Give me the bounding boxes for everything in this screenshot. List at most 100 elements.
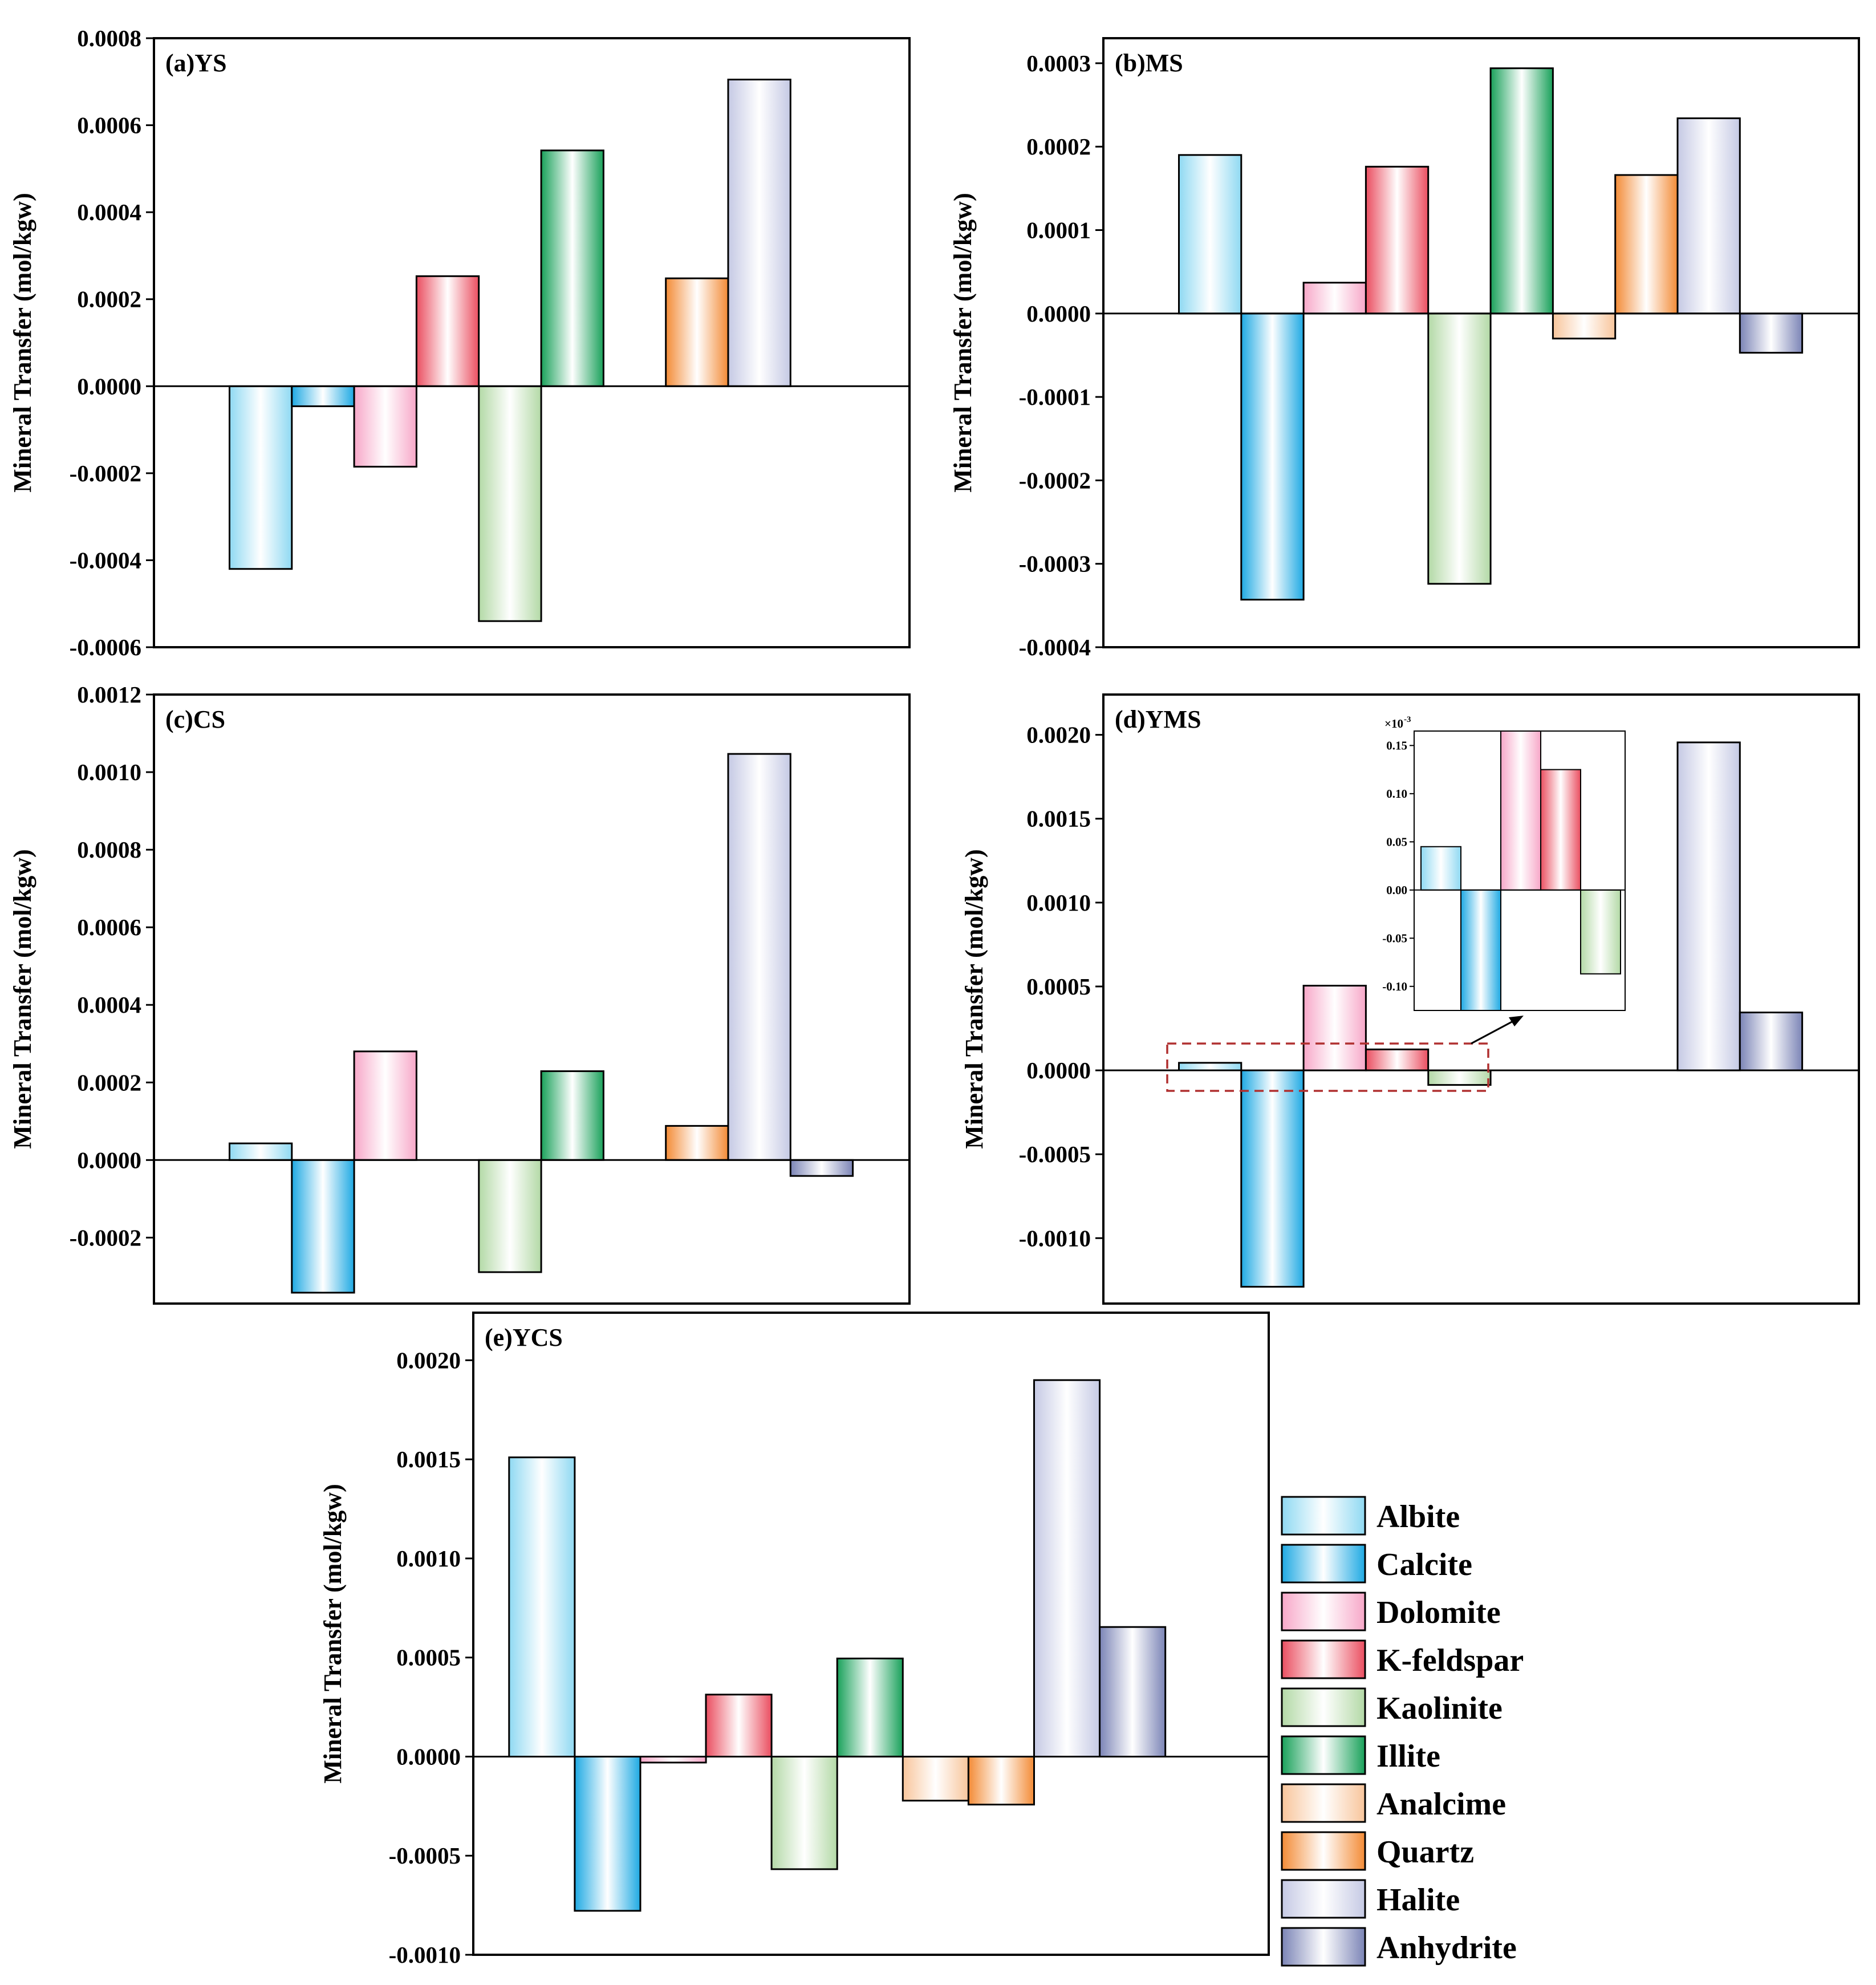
inset-bar-kaolinite [1580, 889, 1621, 975]
legend-swatch [1281, 1783, 1366, 1823]
bar-anhydrite [1739, 312, 1804, 354]
bar-quartz [665, 277, 729, 387]
bar-halite [1033, 1379, 1101, 1757]
inset-y-tick-label: -0.10 [1382, 980, 1407, 993]
bar-k-feldspar [705, 1694, 773, 1757]
y-axis-label: Mineral Transfer (mol/kgw) [9, 193, 36, 493]
y-tick-label: 0.0000 [1026, 1057, 1091, 1083]
bar-k-feldspar [1365, 1048, 1430, 1071]
y-tick-label: -0.0002 [70, 460, 141, 486]
inset-y-tick-label: 0.10 [1386, 787, 1407, 801]
bar-k-feldspar [415, 275, 480, 387]
legend-label: Quartz [1376, 1834, 1474, 1870]
y-tick-label: 0.0000 [1026, 301, 1091, 327]
bar-halite [727, 79, 791, 387]
y-tick-label: 0.0015 [396, 1446, 461, 1472]
y-tick-label: 0.0002 [1026, 133, 1091, 160]
y-tick-label: -0.0001 [1019, 384, 1091, 410]
y-tick-label: 0.0010 [77, 759, 141, 785]
zoom-arrow-line [1471, 1020, 1514, 1045]
y-tick-label: -0.0004 [1019, 634, 1091, 660]
y-tick-label: 0.0008 [77, 25, 141, 51]
y-tick-label: -0.0006 [70, 634, 141, 660]
inset-chart: -0.10 -0.05 0.00 0.05 0.10 0.15 ×10 -3 [1382, 715, 1626, 1011]
y-tick-label: 0.0005 [396, 1645, 461, 1671]
panel-title: (b)MS [1115, 49, 1183, 77]
y-tick-label: 0.0002 [77, 1069, 141, 1095]
legend-label: Halite [1376, 1882, 1460, 1918]
legend-item-albite: Albite [1281, 1496, 1460, 1536]
bar-halite [727, 753, 791, 1161]
legend-swatch [1281, 1592, 1366, 1631]
legend-swatch [1281, 1496, 1366, 1536]
legend-swatch [1281, 1879, 1366, 1919]
y-tick-label: 0.0006 [77, 914, 141, 940]
bar-k-feldspar [1365, 165, 1430, 315]
legend: Albite Calcite Dolomite K-feldspar Kaolinite… [1281, 1496, 1524, 1967]
bar-anhydrite [789, 1159, 854, 1177]
y-tick-label: 0.0008 [77, 837, 141, 863]
bar-kaolinite [478, 1159, 542, 1273]
y-tick-label: 0.0003 [1026, 50, 1091, 76]
y-axis-label: Mineral Transfer (mol/kgw) [949, 193, 977, 493]
y-tick-label: -0.0010 [1019, 1225, 1091, 1251]
legend-label: Kaolinite [1376, 1691, 1503, 1726]
bar-dolomite [639, 1756, 707, 1764]
bar-illite [540, 1070, 604, 1161]
y-tick-label: 0.0010 [396, 1545, 461, 1572]
bar-calcite [1240, 312, 1305, 601]
inset-y-tick-label: 0.15 [1386, 738, 1407, 752]
bar-albite [508, 1456, 576, 1757]
inset-bar-dolomite [1500, 731, 1541, 891]
legend-label: Analcime [1376, 1787, 1506, 1822]
y-tick-label: 0.0006 [77, 112, 141, 139]
legend-label: Illite [1376, 1739, 1440, 1774]
bar-kaolinite [1427, 312, 1492, 585]
y-tick-label: 0.0010 [1026, 890, 1091, 916]
legend-label: K-feldspar [1376, 1643, 1524, 1678]
inset-bar-albite [1420, 846, 1461, 891]
panel-c-cs: -0.0002 0.0000 0.0002 0.0004 0.0006 0.0008 0.0… [9, 681, 911, 1305]
inset-bars [1420, 731, 1621, 1010]
y-tick-label: -0.0005 [389, 1842, 461, 1869]
plot-frame [1102, 37, 1860, 648]
bar-illite [540, 149, 604, 387]
y-tick-label: 0.0012 [77, 681, 141, 708]
bar-calcite [1240, 1069, 1305, 1288]
legend-item-anhydrite: Anhydrite [1281, 1927, 1517, 1967]
bar-analcime [1552, 312, 1617, 340]
zoom-arrow-head [1509, 1016, 1524, 1026]
y-axis-label: Mineral Transfer (mol/kgw) [319, 1484, 347, 1784]
bar-albite [229, 385, 293, 570]
bar-albite [1178, 1062, 1242, 1071]
legend-swatch [1281, 1735, 1366, 1775]
panel-a-ys: -0.0006 -0.0004 -0.0002 0.0000 0.0002 0.0004 0… [9, 25, 911, 660]
legend-item-halite: Halite [1281, 1879, 1460, 1919]
legend-swatch [1281, 1639, 1366, 1679]
bar-quartz [665, 1125, 729, 1161]
legend-label: Dolomite [1376, 1595, 1501, 1630]
bar-analcime [902, 1756, 969, 1802]
zoom-highlight-box [1166, 1042, 1489, 1092]
y-tick-label: -0.0002 [1019, 467, 1091, 493]
inset-bar-calcite [1460, 889, 1501, 1010]
legend-item-calcite: Calcite [1281, 1544, 1472, 1584]
y-tick-label: 0.0000 [77, 373, 141, 399]
legend-swatch [1281, 1687, 1366, 1727]
panel-title: (d)YMS [1115, 705, 1201, 733]
legend-item-dolomite: Dolomite [1281, 1592, 1501, 1631]
bar-kaolinite [1427, 1069, 1492, 1086]
y-tick-label: 0.0002 [77, 286, 141, 312]
y-tick-label: -0.0005 [1019, 1141, 1091, 1167]
y-tick-label: 0.0005 [1026, 973, 1091, 1000]
inset-y-tick-label: -0.05 [1382, 931, 1407, 945]
y-tick-label: 0.0020 [396, 1347, 461, 1373]
bar-kaolinite [478, 385, 542, 622]
legend-item-quartz: Quartz [1281, 1831, 1474, 1871]
bar-dolomite [1302, 985, 1367, 1071]
panel-title: (e)YCS [485, 1324, 563, 1351]
bar-dolomite [353, 1050, 417, 1161]
y-tick-label: -0.0010 [389, 1942, 461, 1968]
bar-dolomite [1302, 282, 1367, 315]
